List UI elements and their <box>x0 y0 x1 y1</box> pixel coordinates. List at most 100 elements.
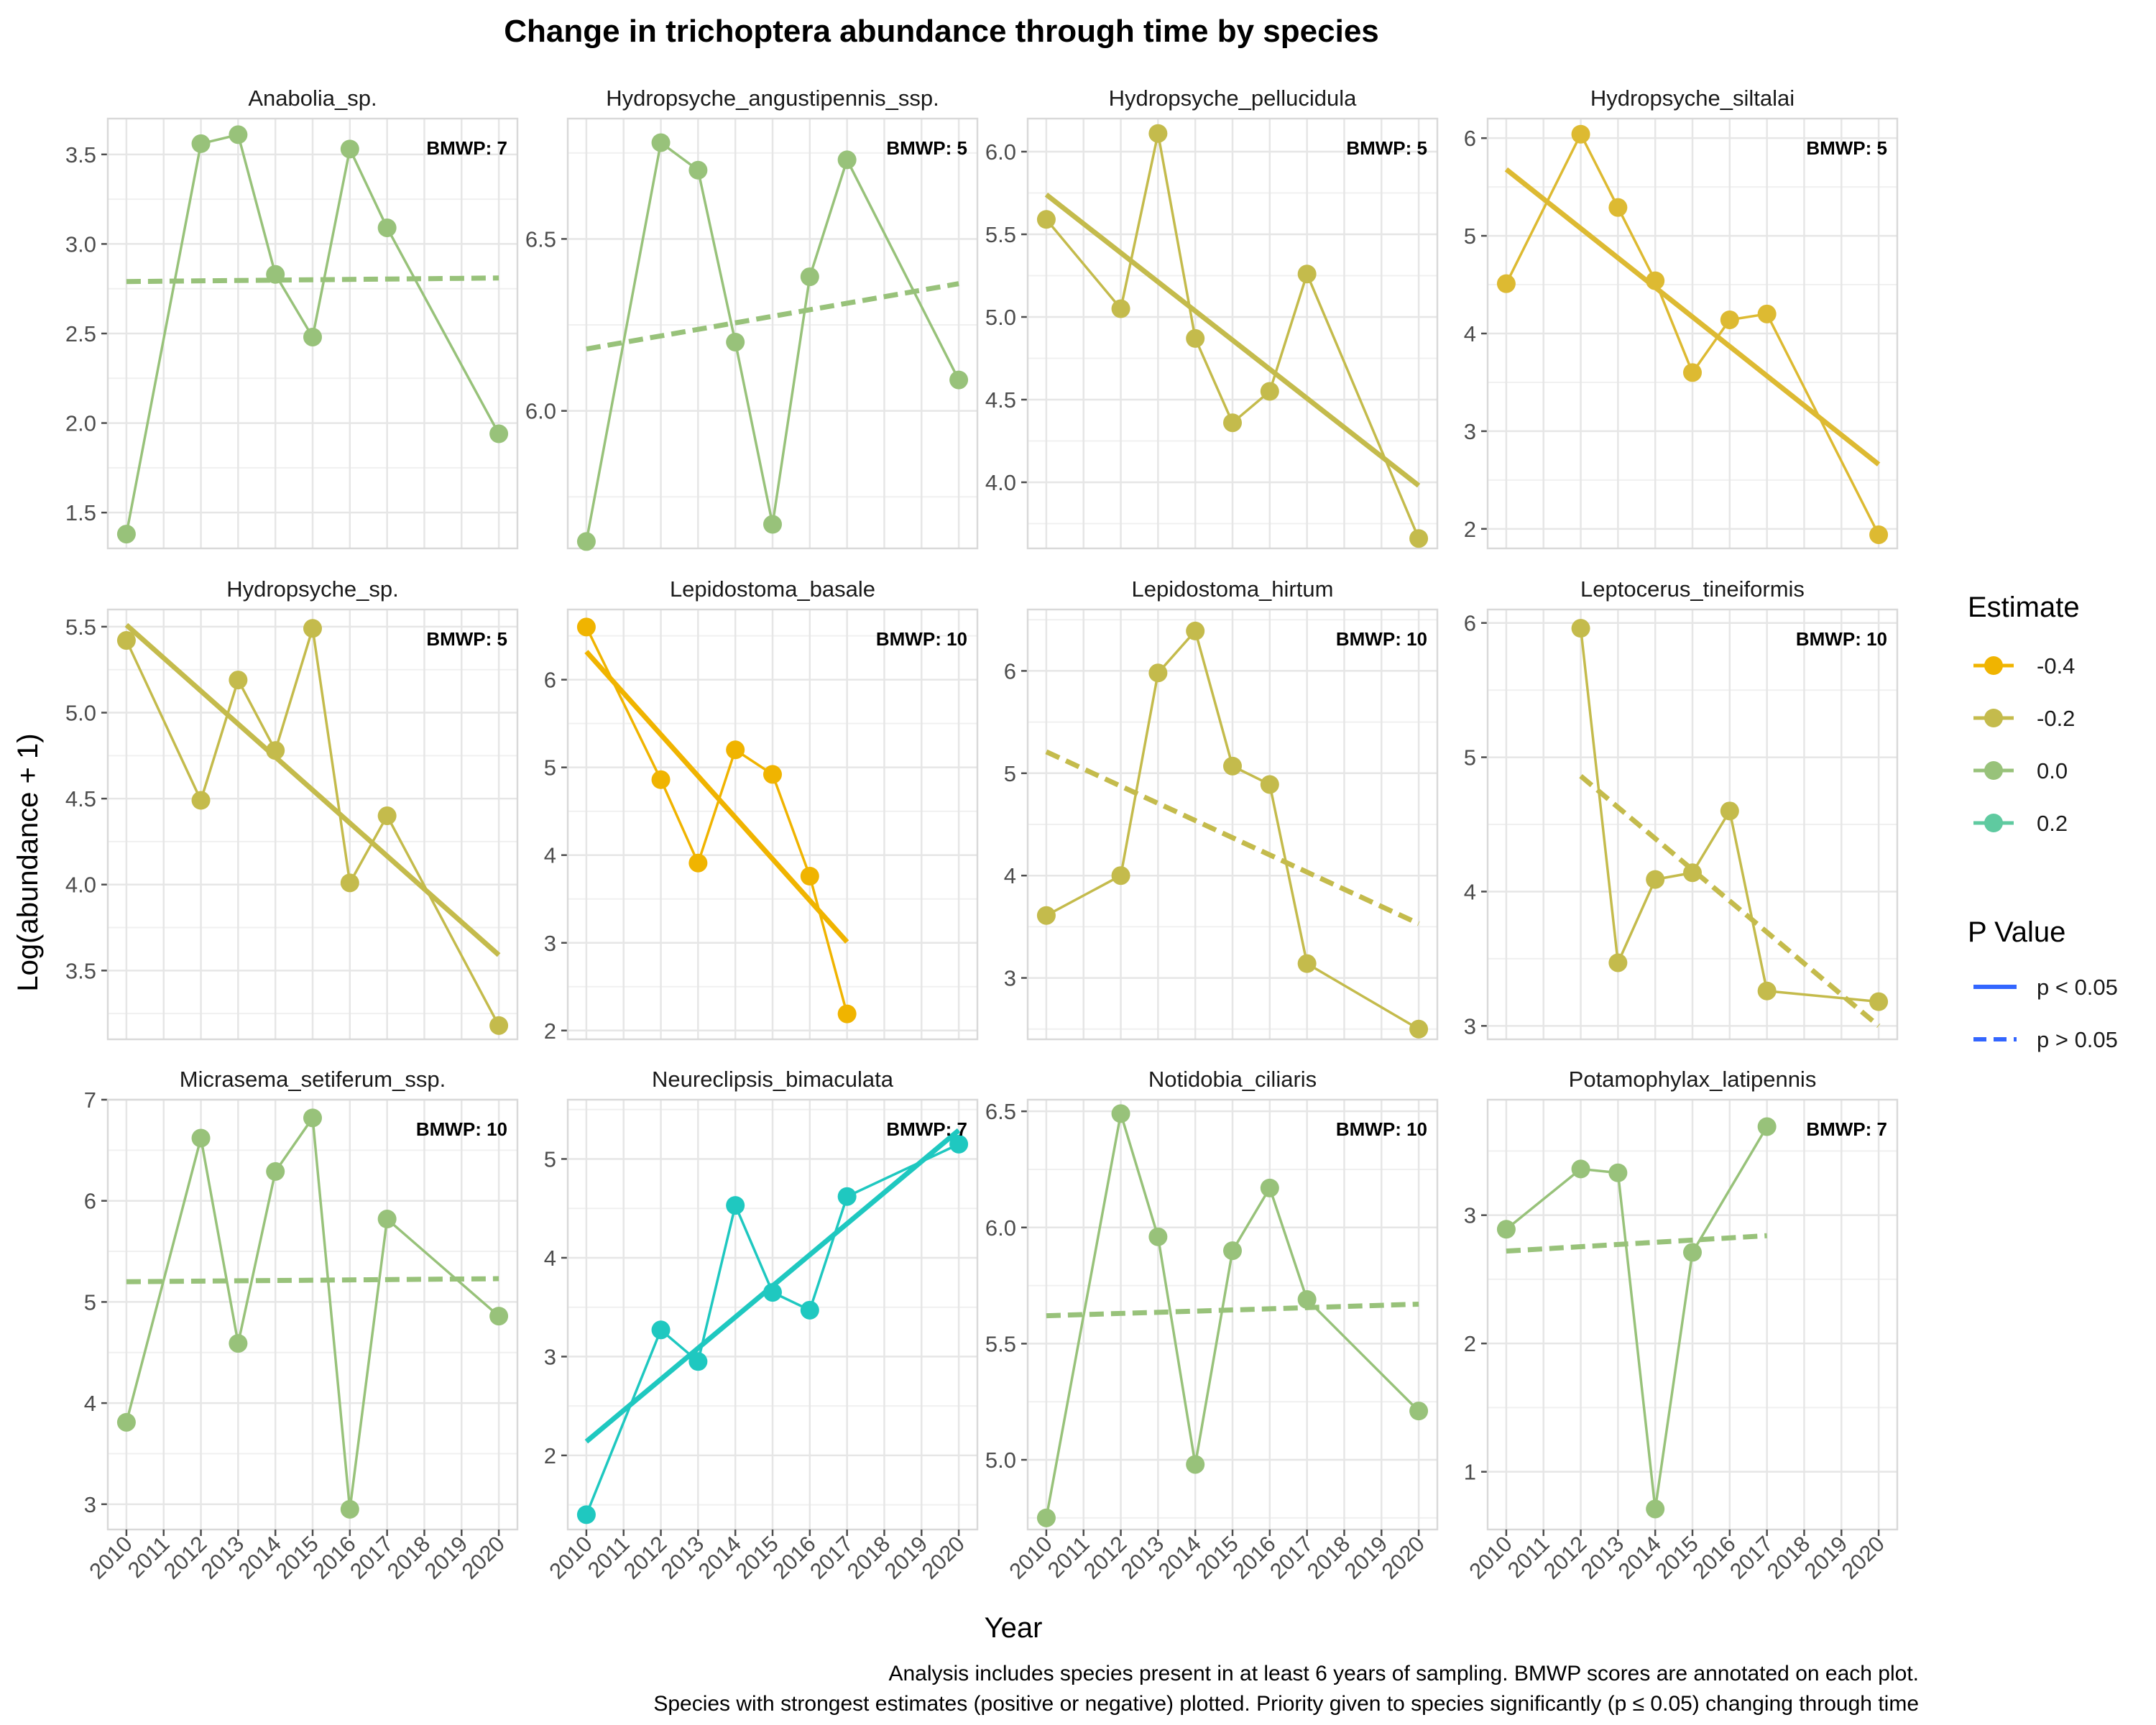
data-point <box>489 1307 509 1326</box>
bmwp-label: BMWP: 5 <box>1806 137 1887 159</box>
data-point <box>576 617 596 637</box>
data-point <box>763 1283 782 1302</box>
data-point <box>800 867 819 886</box>
facet-title: Hydropsyche_pellucidula <box>1109 86 1357 111</box>
data-point <box>1571 124 1590 144</box>
y-tick-label: 6 <box>84 1189 96 1214</box>
data-point <box>1409 1402 1429 1421</box>
trend-line-dashed <box>1579 774 1881 1028</box>
panel-border <box>106 117 519 550</box>
data-point <box>1683 1243 1702 1262</box>
data-point <box>377 806 397 826</box>
legend-estimate-entries: -0.4 -0.2 0.0 0.2 <box>1973 653 2075 836</box>
x-tick-label: 2011 <box>1043 1531 1095 1583</box>
facet-anabolia-sp: Anabolia_sp. 1.5 2.0 2.5 3.0 3.5 BMWP: 7 <box>65 86 519 550</box>
x-tick-label: 2020 <box>1377 1531 1430 1584</box>
y-tick-label: 4.5 <box>985 387 1016 413</box>
data-point <box>1223 1241 1242 1261</box>
data-point <box>837 1187 857 1206</box>
legend-estimate-label: -0.4 <box>2037 653 2075 678</box>
data-point <box>266 1162 285 1181</box>
data-point <box>489 1016 509 1035</box>
y-tick-label: 7 <box>84 1087 96 1113</box>
trend-line-solid <box>124 622 501 957</box>
x-tick-label: 2011 <box>1503 1531 1554 1583</box>
bmwp-label: BMWP: 10 <box>876 628 967 650</box>
data-point <box>1646 271 1665 290</box>
y-tick-label: 3 <box>1464 419 1476 444</box>
data-point <box>651 770 671 789</box>
trend-line-dashed <box>1506 1233 1767 1254</box>
data-point <box>800 267 819 287</box>
facet-title: Anabolia_sp. <box>248 86 377 111</box>
trend-line-dashed <box>1046 1301 1419 1319</box>
y-tick-label: 5 <box>84 1289 96 1315</box>
data-point <box>1409 1019 1429 1039</box>
data-point <box>1571 619 1590 638</box>
y-tick-label: 1.5 <box>65 500 96 525</box>
facet-title: Lepidostoma_basale <box>670 576 875 602</box>
data-point <box>266 741 285 760</box>
data-point <box>1571 1159 1590 1179</box>
data-point <box>1148 1227 1168 1246</box>
y-tick-label: 5.5 <box>985 222 1016 247</box>
x-axis-title: Year <box>985 1612 1043 1644</box>
data-point <box>303 1108 322 1128</box>
bmwp-label: BMWP: 7 <box>426 137 507 159</box>
legend-estimate-title: Estimate <box>1968 592 2080 623</box>
y-tick-label: 2.5 <box>65 321 96 346</box>
y-tick-label: 6 <box>1004 658 1016 684</box>
bmwp-label: BMWP: 7 <box>1806 1118 1887 1140</box>
y-tick-label: 3 <box>544 931 556 956</box>
facet-title: Neureclipsis_bimaculata <box>652 1067 894 1092</box>
data-point <box>1260 1178 1279 1197</box>
bmwp-label: BMWP: 5 <box>1346 137 1427 159</box>
x-tick-label: 2011 <box>583 1531 635 1583</box>
y-tick-label: 5.0 <box>65 701 96 726</box>
legend-pvalue-title: P Value <box>1968 916 2065 948</box>
facet-title: Potamophylax_latipennis <box>1569 1067 1817 1092</box>
y-tick-label: 6.0 <box>985 139 1016 165</box>
panel-border <box>106 608 519 1041</box>
y-tick-label: 6.0 <box>985 1215 1016 1241</box>
data-point <box>303 327 322 346</box>
trend-line-dashed <box>126 275 499 285</box>
x-tick-label: 2020 <box>457 1531 510 1584</box>
legend: Estimate -0.4 -0.2 0.0 0.2 P Value p < 0.05… <box>1968 592 2118 1052</box>
trend-line-dashed <box>586 281 959 351</box>
data-point <box>800 1300 819 1320</box>
legend-pvalue-entries: p < 0.05 p > 0.05 <box>1973 975 2118 1052</box>
data-point <box>116 525 136 544</box>
y-tick-label: 4.5 <box>65 786 96 811</box>
series-line <box>1045 133 1420 539</box>
y-tick-label: 3 <box>544 1344 556 1369</box>
y-tick-label: 1 <box>1464 1460 1476 1485</box>
y-tick-label: 3 <box>1464 1203 1476 1228</box>
data-point <box>191 1128 211 1148</box>
data-point <box>340 873 359 893</box>
data-point <box>688 853 708 873</box>
y-tick-label: 4 <box>544 843 556 868</box>
y-tick-label: 4 <box>1464 879 1476 904</box>
bmwp-label: BMWP: 5 <box>886 137 967 159</box>
data-point <box>1223 756 1242 776</box>
y-tick-label: 3 <box>1464 1013 1476 1039</box>
bmwp-label: BMWP: 7 <box>886 1118 967 1140</box>
y-tick-label: 2 <box>1464 1331 1476 1356</box>
data-point <box>949 370 969 390</box>
data-point <box>1297 1289 1317 1309</box>
y-tick-label: 4.0 <box>985 470 1016 495</box>
data-point <box>837 1004 857 1024</box>
data-point <box>726 740 745 760</box>
y-tick-label: 2 <box>1464 517 1476 542</box>
data-point <box>191 791 211 810</box>
data-point <box>1757 1117 1777 1136</box>
data-point <box>763 515 782 534</box>
data-point <box>1111 866 1130 886</box>
data-point <box>1148 663 1168 683</box>
y-tick-label: 6 <box>544 668 556 693</box>
data-point <box>576 532 596 551</box>
data-point <box>1757 304 1777 323</box>
y-tick-label: 5.5 <box>65 615 96 640</box>
